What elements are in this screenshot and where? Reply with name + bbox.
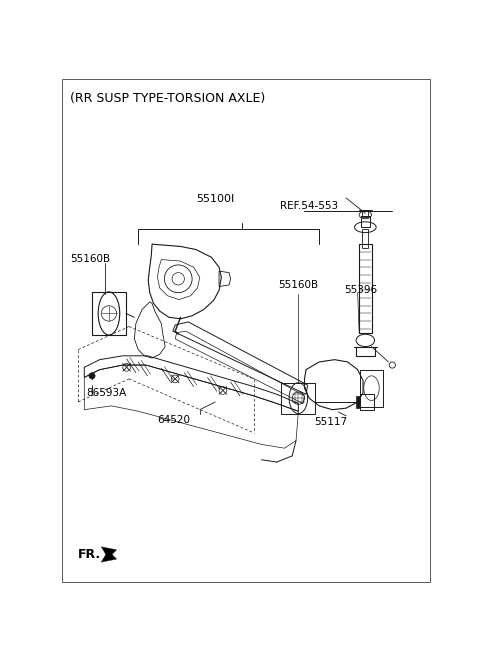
Text: 55396: 55396 xyxy=(345,285,378,295)
Polygon shape xyxy=(101,547,117,562)
Bar xyxy=(281,383,315,413)
Bar xyxy=(356,396,360,408)
Text: 55160B: 55160B xyxy=(278,280,318,290)
Text: 55160B: 55160B xyxy=(71,254,110,264)
Bar xyxy=(362,210,369,217)
Bar xyxy=(92,292,126,335)
Text: FR.: FR. xyxy=(78,548,101,561)
Bar xyxy=(359,244,372,333)
Bar xyxy=(360,394,374,409)
Text: 55117: 55117 xyxy=(314,417,347,428)
Text: (RR SUSP TYPE-TORSION AXLE): (RR SUSP TYPE-TORSION AXLE) xyxy=(71,92,266,105)
Text: 86593A: 86593A xyxy=(86,388,126,398)
Circle shape xyxy=(89,373,95,379)
Bar xyxy=(361,215,370,227)
Text: REF.54-553: REF.54-553 xyxy=(280,201,338,211)
Bar xyxy=(360,369,383,407)
Text: 55100I: 55100I xyxy=(196,194,234,204)
Bar xyxy=(362,229,369,248)
Text: 64520: 64520 xyxy=(157,415,191,425)
